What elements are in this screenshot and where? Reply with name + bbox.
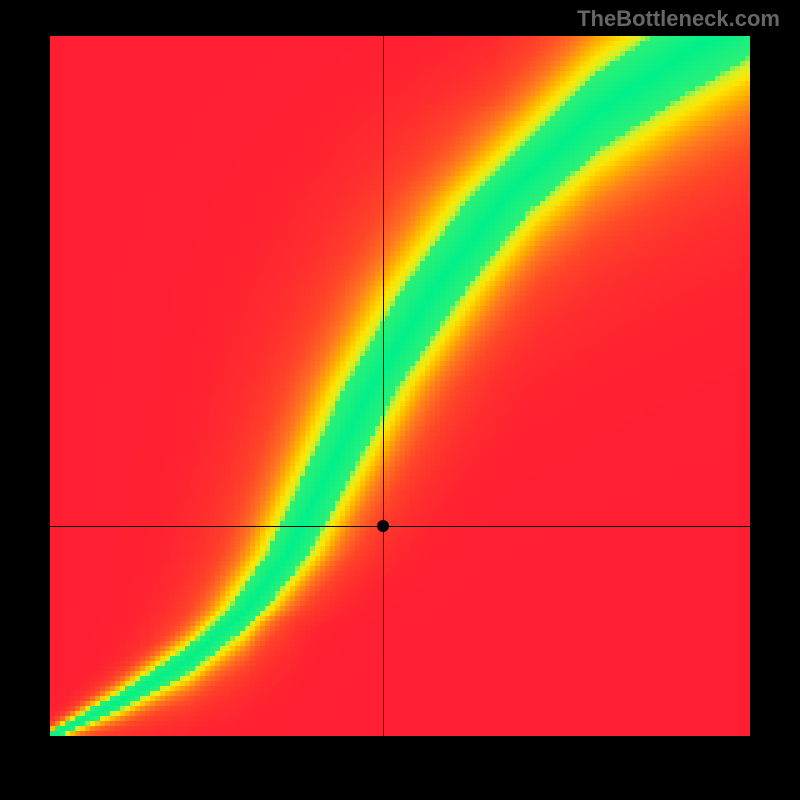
watermark-text: TheBottleneck.com bbox=[577, 6, 780, 32]
bottleneck-heatmap bbox=[50, 36, 750, 736]
crosshair-marker[interactable] bbox=[377, 520, 389, 532]
plot-area bbox=[50, 36, 750, 736]
crosshair-vertical bbox=[383, 36, 384, 736]
chart-container: TheBottleneck.com bbox=[0, 0, 800, 800]
crosshair-horizontal bbox=[50, 526, 750, 527]
